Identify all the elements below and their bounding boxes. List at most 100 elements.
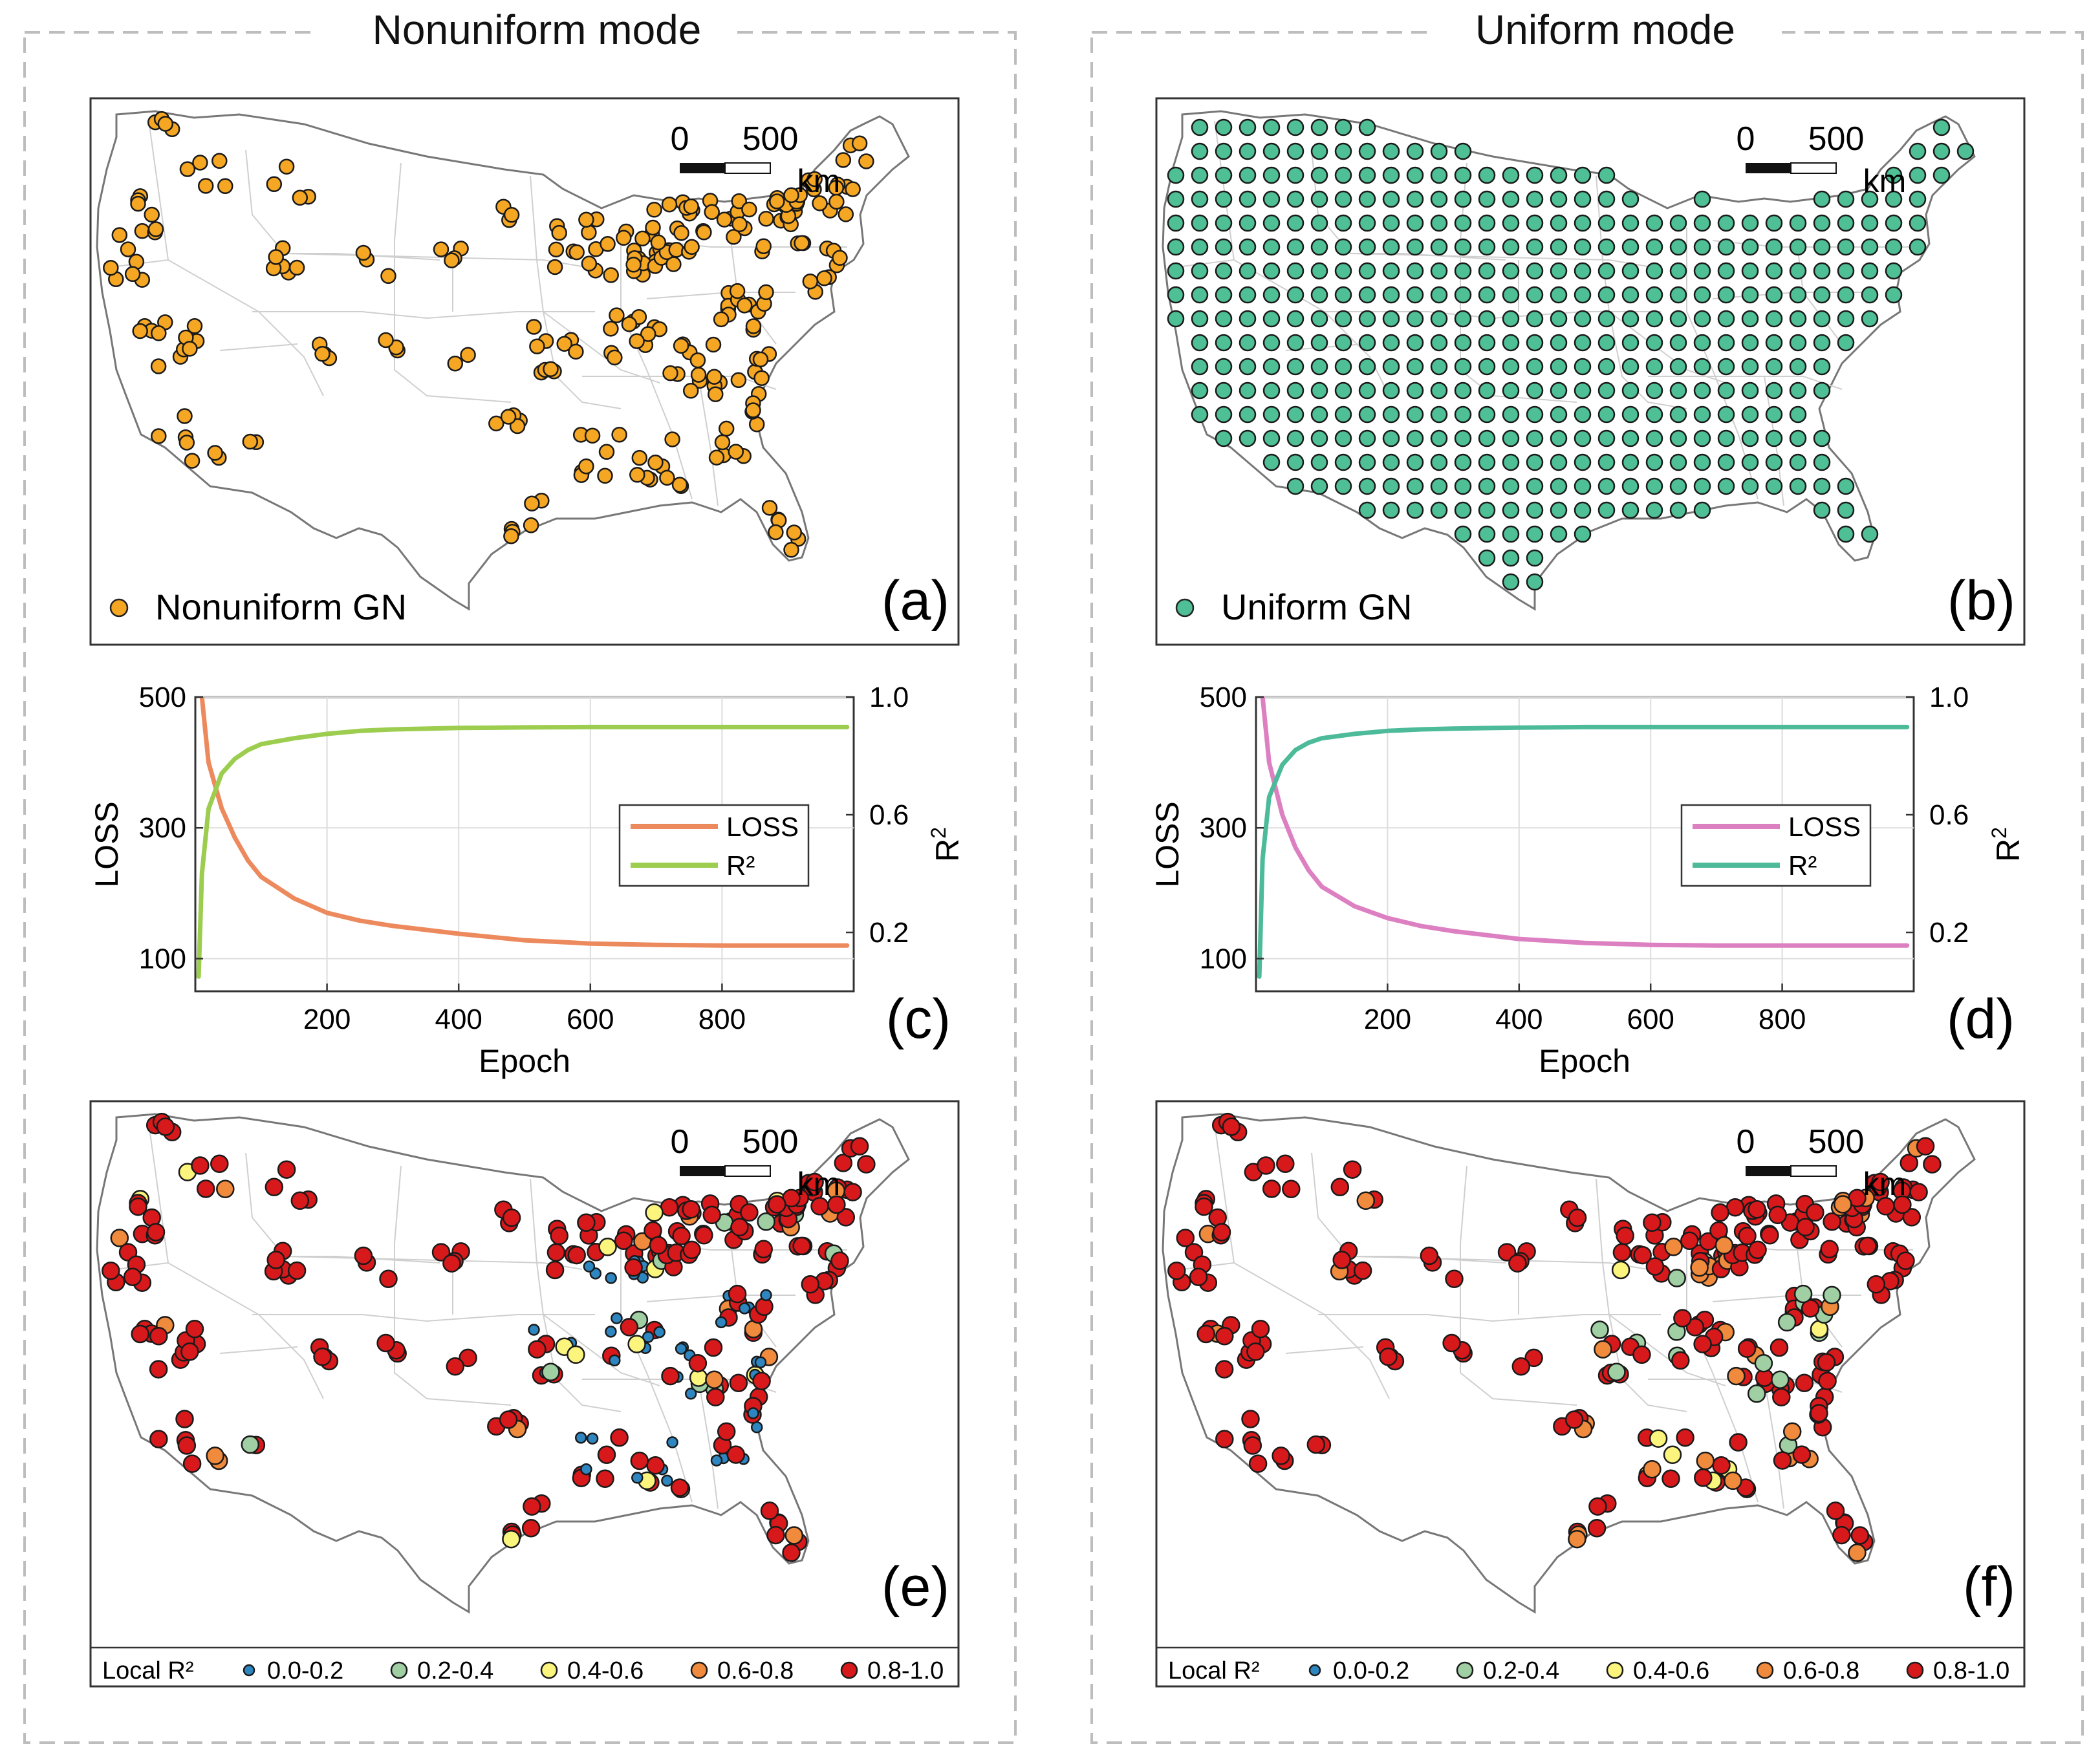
station-marker <box>175 1410 194 1428</box>
station-marker <box>1574 262 1592 280</box>
station-marker <box>689 352 706 369</box>
station-marker <box>547 259 563 275</box>
station-marker <box>1597 429 1616 447</box>
station-marker <box>792 1236 811 1256</box>
station-marker <box>1717 477 1735 495</box>
station-marker <box>1773 1451 1792 1470</box>
station-points <box>102 1112 876 1562</box>
station-marker <box>1621 477 1640 495</box>
station-marker <box>1669 286 1687 304</box>
station-marker <box>1789 358 1807 376</box>
station-marker <box>1826 1501 1845 1520</box>
scalebar-end: 500 <box>742 120 799 158</box>
map-legend-label: Nonuniform GN <box>155 586 407 627</box>
station-marker <box>180 1342 199 1361</box>
station-marker <box>191 1156 210 1175</box>
station-marker <box>1239 286 1257 304</box>
station-marker <box>1694 1468 1713 1487</box>
station-marker <box>1909 214 1927 232</box>
station-marker <box>1789 310 1807 328</box>
station-marker <box>785 1526 804 1545</box>
station-marker <box>1406 166 1424 184</box>
station-marker <box>1813 286 1831 304</box>
station-marker <box>292 189 309 206</box>
station-marker <box>740 1203 759 1222</box>
station-marker <box>1693 310 1711 328</box>
station-marker <box>729 1373 748 1393</box>
station-marker <box>1693 405 1711 424</box>
station-marker <box>857 1155 876 1174</box>
station-marker <box>786 524 803 541</box>
station-marker <box>1813 334 1831 352</box>
station-marker <box>1286 262 1304 280</box>
station-marker <box>1262 118 1281 136</box>
station-marker <box>1861 286 1879 304</box>
y-tick-label-right: 0.2 <box>869 917 909 949</box>
station-marker <box>1550 166 1568 184</box>
legend-bin-label: 0.6-0.8 <box>717 1657 794 1684</box>
station-marker <box>832 250 848 266</box>
y-tick-label-left: 500 <box>1200 682 1247 713</box>
station-marker <box>1932 166 1951 184</box>
map-panel-a: 0 500 km Nonuniform GN (a) <box>89 97 960 646</box>
station-marker <box>812 195 828 211</box>
station-marker <box>577 1213 596 1232</box>
station-marker <box>830 1251 849 1271</box>
station-marker <box>1727 1366 1746 1386</box>
station-marker <box>664 431 680 447</box>
station-marker <box>313 1348 332 1366</box>
station-marker <box>1478 453 1496 471</box>
station-marker <box>1454 477 1472 495</box>
station-marker <box>1478 405 1496 424</box>
station-marker <box>605 1272 617 1284</box>
station-marker <box>1717 453 1735 471</box>
station-marker <box>503 207 520 223</box>
station-marker <box>1645 453 1663 471</box>
station-marker <box>380 268 396 285</box>
station-marker <box>782 1544 801 1562</box>
station-marker <box>1382 429 1400 447</box>
station-marker <box>1597 405 1616 424</box>
station-marker <box>131 1324 149 1344</box>
station-marker <box>1382 286 1400 304</box>
station-marker <box>584 427 601 444</box>
station-marker <box>1478 358 1496 376</box>
station-marker <box>574 1432 587 1444</box>
station-marker <box>1406 310 1424 328</box>
station-marker <box>1621 238 1640 256</box>
y-tick-label-left: 300 <box>1200 812 1247 844</box>
station-marker <box>1813 429 1831 447</box>
station-marker <box>578 458 594 475</box>
station-marker <box>1191 382 1209 400</box>
station-marker <box>1574 429 1592 447</box>
station-marker <box>1406 262 1424 280</box>
station-marker <box>730 1218 749 1237</box>
legend-bin-label: 0.2-0.4 <box>1483 1657 1559 1684</box>
station-marker <box>1334 142 1352 160</box>
station-marker <box>268 249 284 265</box>
station-marker <box>1358 358 1376 376</box>
legend-marker <box>840 1661 858 1679</box>
station-marker <box>528 1340 547 1359</box>
station-marker <box>1956 142 1975 160</box>
station-marker <box>1191 310 1209 328</box>
station-marker <box>1502 358 1520 376</box>
station-marker <box>1526 214 1544 232</box>
station-marker <box>1272 1447 1290 1465</box>
station-marker <box>1621 286 1640 304</box>
station-marker <box>1526 501 1544 519</box>
station-marker <box>1478 214 1496 232</box>
station-marker <box>661 196 678 213</box>
station-marker <box>524 495 540 511</box>
station-marker <box>1693 214 1711 232</box>
station-marker <box>1717 262 1735 280</box>
station-marker <box>111 227 128 243</box>
loss-series-line <box>199 697 850 948</box>
station-marker <box>1358 382 1376 400</box>
local-r2-legend: Local R² 0.0-0.2 0.2-0.4 0.4-0.6 0.6-0.8 0.8-… <box>102 1657 944 1684</box>
station-marker <box>1574 358 1592 376</box>
station-marker <box>266 1251 285 1269</box>
station-marker <box>1765 262 1783 280</box>
station-marker <box>1848 1544 1867 1562</box>
station-marker <box>1817 1353 1836 1372</box>
